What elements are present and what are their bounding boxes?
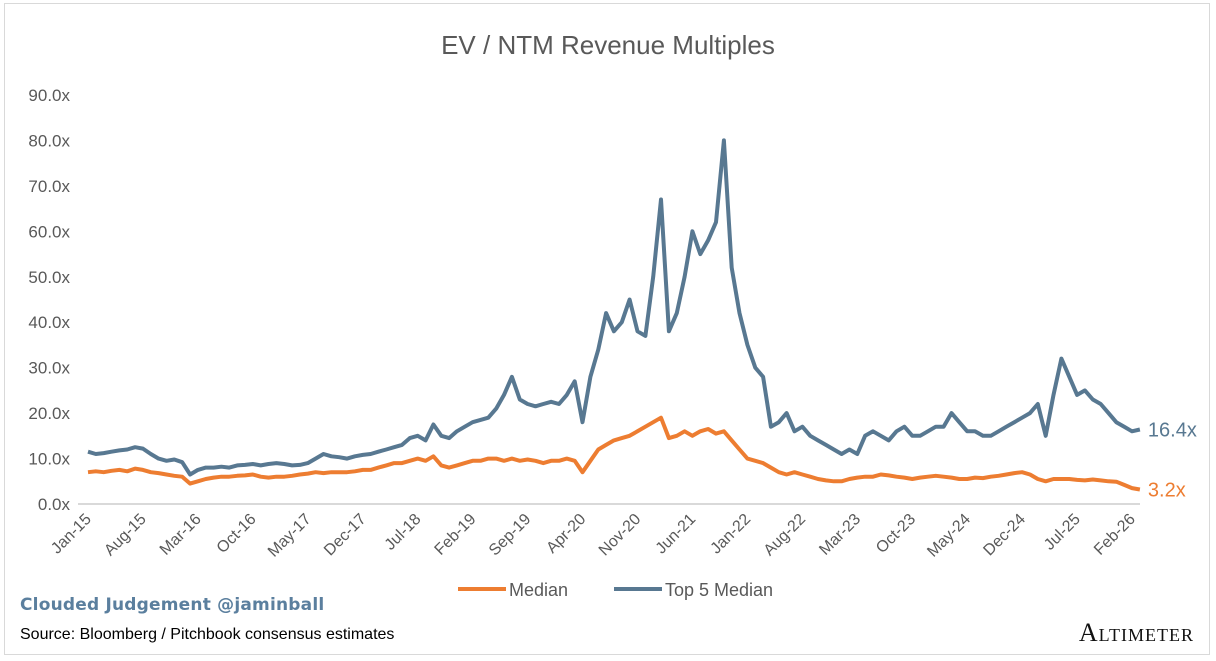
series-line-median xyxy=(87,415,1141,492)
y-tick-label: 40.0x xyxy=(28,313,70,332)
series-line-top-5-median xyxy=(87,138,1141,477)
y-tick-label: 60.0x xyxy=(28,222,70,241)
x-tick-label: Feb-19 xyxy=(432,511,480,559)
y-tick-label: 20.0x xyxy=(28,404,70,423)
x-tick-label: Feb-26 xyxy=(1091,511,1139,559)
chart-frame xyxy=(4,3,1210,655)
x-tick-label: Aug-15 xyxy=(101,511,150,560)
y-tick-label: 90.0x xyxy=(28,86,70,105)
x-tick-label: May-17 xyxy=(265,511,315,561)
x-tick-label: Apr-20 xyxy=(543,511,589,557)
x-tick-label: Mar-23 xyxy=(816,511,864,559)
y-tick-label: 10.0x xyxy=(28,450,70,469)
x-tick-label: Jul-25 xyxy=(1041,511,1084,554)
x-tick-label: Dec-24 xyxy=(980,511,1029,560)
x-tick-label: Jan-15 xyxy=(48,511,95,558)
y-tick-label: 80.0x xyxy=(28,131,70,150)
x-tick-label: Nov-20 xyxy=(596,511,645,560)
x-tick-label: Oct-23 xyxy=(873,511,919,557)
legend-label: Median xyxy=(509,580,568,600)
y-tick-label: 50.0x xyxy=(28,268,70,287)
x-tick-label: May-24 xyxy=(924,511,974,561)
x-tick-label: Oct-16 xyxy=(214,511,260,557)
source-note: Source: Bloomberg / Pitchbook consensus … xyxy=(20,626,395,643)
x-tick-label: Jan-22 xyxy=(708,511,755,558)
legend-label: Top 5 Median xyxy=(665,580,773,600)
x-tick-label: Dec-17 xyxy=(321,511,370,560)
brand-label: Clouded Judgement @jaminball xyxy=(20,595,325,615)
x-tick-label: Jun-21 xyxy=(653,511,700,558)
y-tick-label: 70.0x xyxy=(28,177,70,196)
x-tick-label: Mar-16 xyxy=(157,511,205,559)
x-tick-label: Aug-22 xyxy=(761,511,810,560)
chart-title: EV / NTM Revenue Multiples xyxy=(441,30,775,60)
x-tick-label: Jul-18 xyxy=(382,511,425,554)
y-tick-label: 0.0x xyxy=(38,495,71,514)
end-value-label: 16.4x xyxy=(1148,419,1197,441)
y-tick-label: 30.0x xyxy=(28,359,70,378)
x-tick-label: Sep-19 xyxy=(486,511,535,560)
altimeter-logo: Altimeter xyxy=(1078,618,1194,647)
end-value-label: 3.2x xyxy=(1148,479,1186,501)
